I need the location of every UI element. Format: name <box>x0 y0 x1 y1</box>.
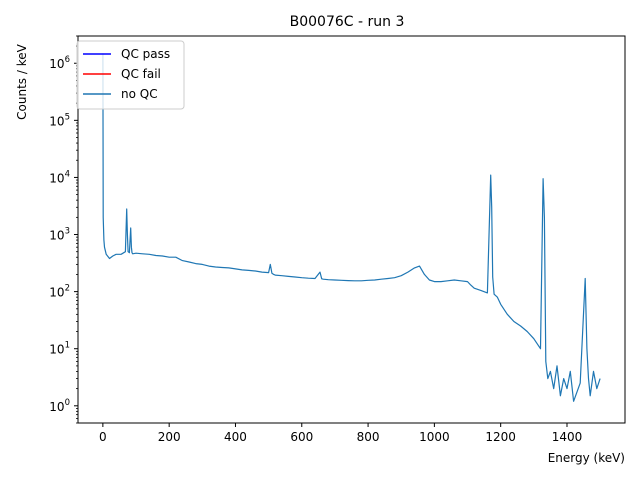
y-tick-label: 106 <box>49 55 70 71</box>
y-axis: 100 101 102 103 104 105 106 <box>49 35 78 424</box>
y-tick-label: 101 <box>49 341 70 357</box>
y-tick-label: 105 <box>49 112 70 128</box>
chart-title: B00076C - run 3 <box>290 14 405 30</box>
y-tick-label: 100 <box>49 398 70 414</box>
x-tick-label: 400 <box>224 430 247 444</box>
x-tick-label: 800 <box>357 430 380 444</box>
y-tick-label: 104 <box>49 169 70 185</box>
legend-label: no QC <box>121 87 158 101</box>
y-tick-label: 102 <box>49 284 70 300</box>
x-axis-label: Energy (keV) <box>548 451 625 465</box>
series-curves <box>102 53 601 402</box>
legend-label: QC pass <box>121 47 170 61</box>
x-tick-label: 600 <box>290 430 313 444</box>
x-tick-label: 200 <box>158 430 181 444</box>
legend-box <box>76 40 185 110</box>
legend: QC pass QC fail no QC <box>76 40 185 110</box>
x-tick-label: 1400 <box>552 430 583 444</box>
plot-frame <box>77 35 626 424</box>
x-tick-label: 0 <box>99 430 107 444</box>
x-tick-label: 1200 <box>485 430 516 444</box>
x-tick-label: 1000 <box>419 430 450 444</box>
y-tick-label: 103 <box>49 227 70 243</box>
x-axis: 0 200 400 600 800 1000 1200 1400 <box>99 423 582 444</box>
series-line-2 <box>102 53 601 402</box>
y-axis-label: Counts / keV <box>15 43 29 119</box>
legend-label: QC fail <box>121 67 161 81</box>
